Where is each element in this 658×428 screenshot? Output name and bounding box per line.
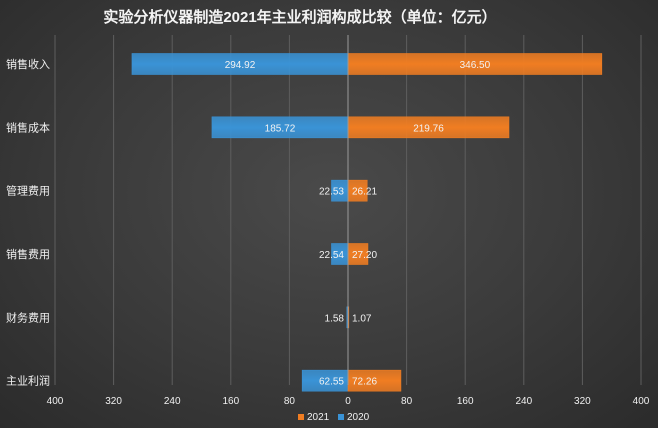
legend-label-2021: 2021 [307, 412, 330, 423]
x-tick-label: 80 [284, 396, 296, 407]
x-tick-label: 160 [457, 396, 474, 407]
category-label: 销售收入 [6, 57, 50, 71]
data-label-2020: 1.58 [325, 313, 345, 324]
x-tick-label: 240 [164, 396, 181, 407]
category-label: 管理费用 [6, 184, 50, 198]
category-label: 主业利润 [6, 374, 50, 388]
data-label-2021: 72.26 [352, 377, 377, 388]
bars [131, 53, 603, 392]
data-label-2021: 27.20 [352, 250, 377, 261]
data-label-2020: 185.72 [265, 123, 296, 134]
legend-label-2020: 2020 [347, 412, 370, 423]
x-tick-label: 320 [105, 396, 122, 407]
category-label: 销售成本 [6, 120, 50, 134]
x-axis: 400 320 240 160 80 0 80 160 240 320 400 [47, 35, 650, 407]
data-label-2020: 294.92 [225, 60, 256, 71]
x-tick-label: 0 [345, 396, 351, 407]
legend-swatch-2020 [338, 414, 344, 420]
data-label-2020: 62.55 [319, 377, 344, 388]
x-tick-label: 80 [401, 396, 413, 407]
x-tick-label: 160 [222, 396, 239, 407]
grid [54, 35, 642, 385]
x-tick-label: 400 [633, 396, 650, 407]
legend: 2021 2020 [298, 412, 370, 423]
data-label-2020: 22.53 [319, 187, 344, 198]
data-label-2021: 219.76 [413, 123, 444, 134]
data-label-2021: 346.50 [460, 60, 491, 71]
data-label-2020: 22.54 [319, 250, 344, 261]
chart-title: 实验分析仪器制造2021年主业利润构成比较（单位：亿元） [103, 8, 496, 26]
data-label-2021: 26.21 [352, 187, 377, 198]
labels: 销售收入 294.92 346.50 销售成本 185.72 219.76 管理费用 22.5… [6, 57, 491, 388]
legend-swatch-2021 [298, 414, 304, 420]
x-tick-label: 240 [515, 396, 532, 407]
data-label-2021: 1.07 [352, 313, 372, 324]
category-label: 财务费用 [6, 310, 50, 324]
x-tick-label: 400 [47, 396, 64, 407]
x-tick-label: 320 [574, 396, 591, 407]
category-label: 销售费用 [6, 247, 50, 261]
